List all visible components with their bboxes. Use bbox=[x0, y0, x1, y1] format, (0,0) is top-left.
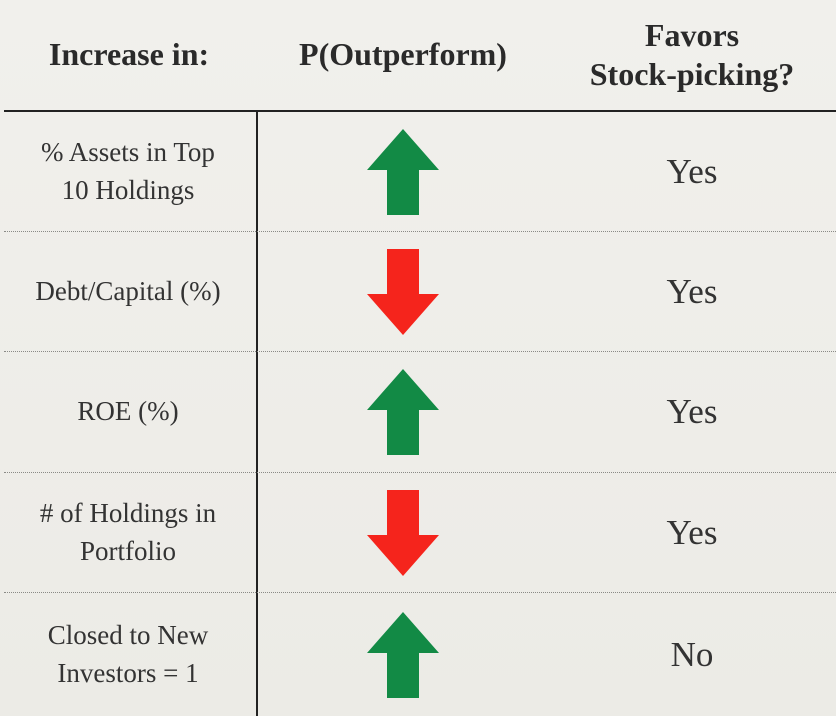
table-row: ROE (%) Yes bbox=[0, 352, 836, 472]
row-label-line1: # of Holdings in bbox=[39, 497, 217, 528]
table-header: Increase in: P(Outperform) Favors Stock-… bbox=[0, 0, 836, 110]
up-arrow-icon bbox=[367, 369, 439, 455]
header-favors-line1: Favors bbox=[644, 16, 740, 53]
header-favors-stock-picking: Favors Stock-picking? bbox=[548, 0, 836, 110]
table-row: # of Holdings in Portfolio Yes bbox=[0, 473, 836, 592]
row-label: ROE (%) bbox=[0, 352, 256, 472]
header-divider bbox=[4, 110, 836, 112]
row-label: # of Holdings in Portfolio bbox=[0, 473, 256, 592]
row-separator bbox=[4, 351, 836, 352]
row-favors-value: Yes bbox=[666, 512, 718, 552]
row-favors-value: Yes bbox=[666, 151, 718, 191]
row-separator bbox=[4, 472, 836, 473]
row-label-line2: Portfolio bbox=[79, 535, 176, 566]
row-favors: Yes bbox=[548, 473, 836, 592]
row-separator bbox=[4, 231, 836, 232]
row-label: Debt/Capital (%) bbox=[0, 232, 256, 351]
row-favors: Yes bbox=[548, 232, 836, 351]
up-arrow-icon bbox=[367, 611, 439, 698]
row-favors-value: Yes bbox=[666, 392, 718, 431]
header-p-outperform-label: P(Outperform) bbox=[299, 36, 507, 73]
row-favors: Yes bbox=[548, 352, 836, 472]
row-label-line1: Debt/Capital (%) bbox=[35, 275, 221, 306]
row-label-line1: Closed to New bbox=[47, 619, 209, 650]
down-arrow-icon bbox=[367, 248, 439, 335]
header-increase-in-label: Increase in: bbox=[48, 36, 210, 73]
header-favors-line2: Stock-picking? bbox=[589, 56, 795, 92]
up-arrow-icon bbox=[367, 128, 439, 215]
row-direction bbox=[258, 232, 548, 351]
down-arrow-icon bbox=[367, 489, 439, 576]
column-divider bbox=[256, 111, 258, 716]
row-label: Closed to New Investors = 1 bbox=[0, 593, 256, 716]
row-label-line2: 10 Holdings bbox=[61, 174, 195, 205]
table-row: Closed to New Investors = 1 No bbox=[0, 593, 836, 716]
row-direction bbox=[258, 593, 548, 716]
row-label-line1: % Assets in Top bbox=[41, 136, 215, 167]
row-favors: No bbox=[548, 593, 836, 716]
row-favors-value: Yes bbox=[666, 271, 718, 311]
row-label: % Assets in Top 10 Holdings bbox=[0, 112, 256, 231]
row-label-line2: Investors = 1 bbox=[57, 657, 199, 688]
row-favors-value: No bbox=[670, 634, 714, 674]
table-row: % Assets in Top 10 Holdings Yes bbox=[0, 112, 836, 231]
row-separator bbox=[4, 592, 836, 593]
row-label-line1: ROE (%) bbox=[77, 396, 179, 427]
row-direction bbox=[258, 352, 548, 472]
row-direction bbox=[258, 473, 548, 592]
header-increase-in: Increase in: bbox=[0, 0, 258, 110]
row-direction bbox=[258, 112, 548, 231]
table-row: Debt/Capital (%) Yes bbox=[0, 232, 836, 351]
row-favors: Yes bbox=[548, 112, 836, 231]
header-p-outperform: P(Outperform) bbox=[258, 0, 548, 110]
